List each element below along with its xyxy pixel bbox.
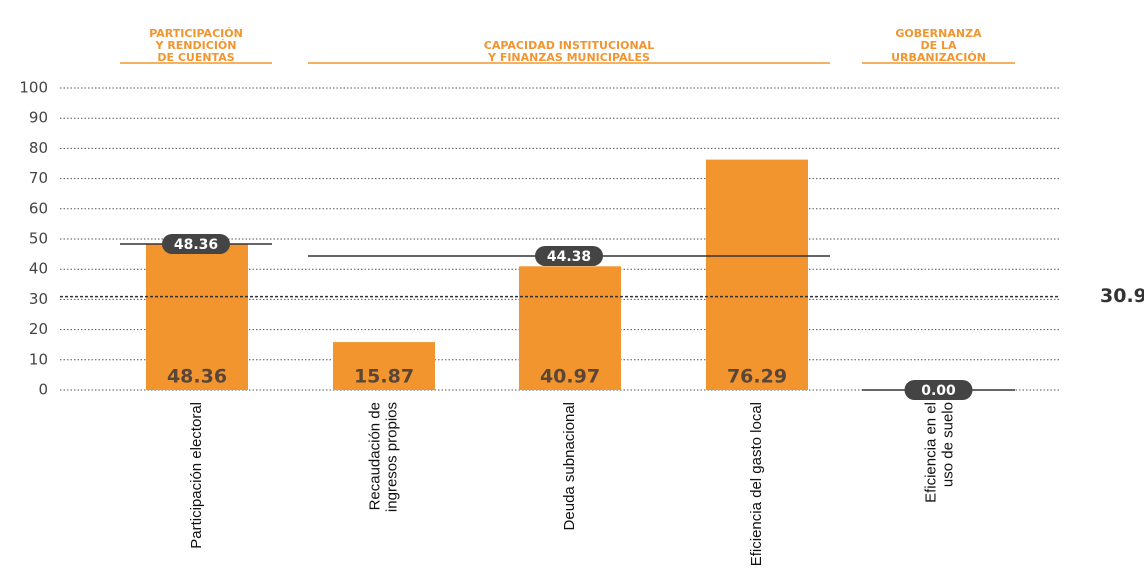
x-tick-label: Participación electoral [188, 402, 205, 549]
average-label: 0.00 [921, 383, 956, 399]
y-tick-label: 20 [29, 320, 48, 338]
average-label: 48.36 [174, 237, 218, 253]
y-tick-label: 10 [29, 350, 48, 368]
y-tick-label: 30 [29, 290, 48, 308]
y-tick-label: 70 [29, 169, 48, 187]
group-title: DE LA [921, 39, 957, 52]
reference-label: 30.91 [1100, 285, 1144, 307]
y-tick-label: 0 [38, 381, 48, 399]
bar [519, 266, 621, 390]
y-tick-label: 100 [19, 79, 48, 97]
y-tick-label: 60 [29, 199, 48, 217]
x-tick-label: Deuda subnacional [561, 402, 578, 530]
group-title: Y FINANZAS MUNICIPALES [487, 51, 650, 64]
x-tick-label: Eficiencia en el [922, 402, 939, 503]
x-tick-label: uso de suelo [939, 402, 956, 487]
group-title: GOBERNANZA [895, 27, 982, 40]
average-badge [535, 245, 603, 266]
bar [146, 243, 248, 390]
group-title: Y RENDICIÓN [155, 39, 237, 52]
x-tick-label: Eficiencia del gasto local [748, 402, 765, 566]
group-title: DE CUENTAS [157, 51, 234, 64]
bar [706, 159, 808, 390]
group-title: PARTICIPACIÓN [149, 27, 243, 40]
value-label: 15.87 [354, 366, 414, 388]
x-tick-label: ingresos propios [383, 402, 400, 512]
y-tick-label: 90 [29, 109, 48, 127]
x-tick-label: Recaudación de [366, 402, 383, 510]
y-tick-label: 50 [29, 230, 48, 248]
average-badge [904, 380, 973, 400]
group-title: URBANIZACIÓN [891, 51, 986, 64]
y-tick-label: 80 [29, 139, 48, 157]
value-label: 48.36 [167, 366, 227, 388]
average-label: 44.38 [547, 249, 591, 265]
value-label: 40.97 [540, 366, 600, 388]
average-badge [162, 233, 230, 254]
group-title: CAPACIDAD INSTITUCIONAL [484, 39, 654, 52]
bar [333, 342, 435, 390]
y-tick-label: 40 [29, 260, 48, 278]
value-label: 76.29 [727, 366, 787, 388]
